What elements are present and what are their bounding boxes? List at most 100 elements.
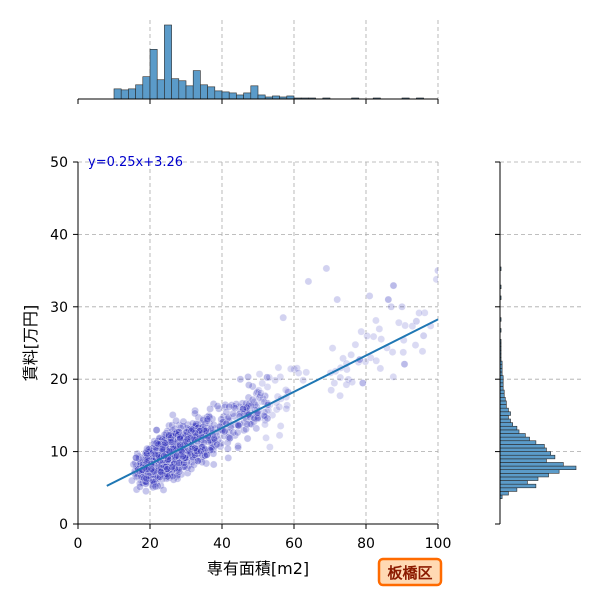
scatter-point: [140, 474, 149, 483]
right-histogram-bars: [499, 266, 577, 499]
top-histogram-bar: [113, 88, 122, 100]
scatter-point: [143, 450, 151, 458]
scatter-point: [176, 423, 185, 432]
scatter-point: [191, 420, 200, 428]
right-histogram-bar: [499, 473, 549, 478]
scatter-point: [261, 420, 269, 429]
x-tick-label: 100: [425, 536, 452, 552]
scatter-point: [239, 404, 247, 413]
right-histogram-bar: [499, 396, 506, 402]
y-tick-label: 10: [50, 445, 68, 461]
scatter-point: [330, 379, 339, 387]
scatter-point: [415, 309, 423, 317]
scatter-point: [263, 383, 272, 391]
right-histogram-bar: [499, 447, 547, 452]
scatter-point: [199, 438, 208, 447]
top-histogram-bar: [164, 24, 172, 100]
scatter-point: [286, 365, 295, 373]
right-histogram-bar: [499, 483, 537, 489]
scatter-point: [234, 442, 242, 450]
scatter-point: [255, 393, 263, 402]
scatter-point: [279, 313, 288, 322]
x-axis-ticks: 0 20 40 60 80 100: [74, 524, 452, 552]
scatter-point: [209, 460, 218, 469]
right-histogram-bar: [499, 487, 518, 492]
scatter-point: [377, 335, 386, 343]
right-histogram-bar: [499, 411, 511, 416]
regression-equation: y=0.25x+3.26: [88, 155, 183, 170]
scatter-point: [281, 386, 290, 394]
scatter-point: [302, 368, 311, 377]
scatter-point: [389, 373, 398, 381]
scatter-point: [142, 487, 150, 496]
x-axis-title: 専有面積[m2]: [207, 559, 309, 578]
right-histogram-bar: [499, 425, 518, 431]
scatter-point: [420, 308, 429, 317]
scatter-point: [293, 364, 301, 373]
right-histogram-ticks: [495, 161, 500, 525]
scatter-point: [258, 379, 267, 388]
scatter-point: [263, 373, 271, 382]
top-histogram-bar: [214, 90, 223, 100]
top-histogram-bar: [149, 49, 158, 100]
top-histogram-bar: [243, 92, 252, 100]
scatter-point: [168, 411, 177, 419]
scatter-point: [243, 434, 252, 443]
right-histogram-bar: [499, 393, 505, 398]
scatter-point: [150, 467, 159, 476]
scatter-point: [236, 375, 245, 384]
scatter-point: [167, 438, 176, 446]
scatter-point: [347, 350, 355, 359]
right-histogram-bar: [499, 433, 526, 438]
scatter-point: [220, 427, 229, 436]
right-histogram-bar: [499, 418, 511, 423]
scatter-point: [247, 401, 255, 410]
top-histogram-bar: [185, 85, 194, 100]
right-histogram-bar: [499, 415, 509, 420]
scatter-point: [369, 332, 378, 341]
scatter-point: [256, 389, 265, 397]
scatter-point: [132, 485, 141, 494]
scatter-point: [322, 264, 331, 273]
top-histogram-bars: [113, 24, 424, 100]
scatter-point: [336, 391, 344, 400]
top-histogram-bar: [156, 79, 165, 100]
ward-badge: 板橋区: [377, 557, 443, 587]
top-histogram-bar: [171, 78, 180, 100]
scatter-point: [224, 444, 232, 453]
scatter-point: [198, 458, 207, 467]
scatter-point: [143, 444, 151, 453]
scatter-point: [266, 443, 274, 451]
scatter-point: [351, 340, 360, 349]
scatter-point: [187, 465, 196, 473]
scatter-point: [173, 451, 181, 460]
scatter-point: [282, 404, 291, 413]
scatter-point: [255, 370, 264, 378]
scatter-point: [372, 356, 381, 365]
scatter-point: [168, 463, 176, 471]
x-tick-label: 80: [357, 536, 375, 552]
scatter-point: [262, 434, 270, 442]
scatter-point: [224, 433, 233, 442]
scatter-point: [245, 381, 253, 389]
scatter-point: [151, 482, 160, 491]
right-histogram-bar: [499, 462, 564, 467]
scatter-point: [388, 348, 397, 356]
scatter-point: [142, 474, 151, 483]
scatter-point: [257, 397, 266, 406]
right-histogram-bar: [499, 458, 547, 463]
scatter-point: [215, 404, 223, 413]
scatter-point: [275, 403, 284, 411]
scatter-point: [160, 430, 169, 439]
scatter-point: [363, 332, 371, 340]
right-histogram-bar: [499, 422, 513, 427]
right-histogram-bar: [499, 480, 528, 485]
scatter-point: [157, 468, 165, 476]
scatter-point: [389, 281, 398, 290]
scatter-point: [210, 434, 219, 443]
scatter-point: [252, 424, 261, 433]
right-histogram-bar: [499, 444, 545, 449]
right-histogram-bar: [499, 476, 539, 481]
scatter-point: [158, 444, 167, 453]
top-histogram-bar: [200, 84, 208, 100]
